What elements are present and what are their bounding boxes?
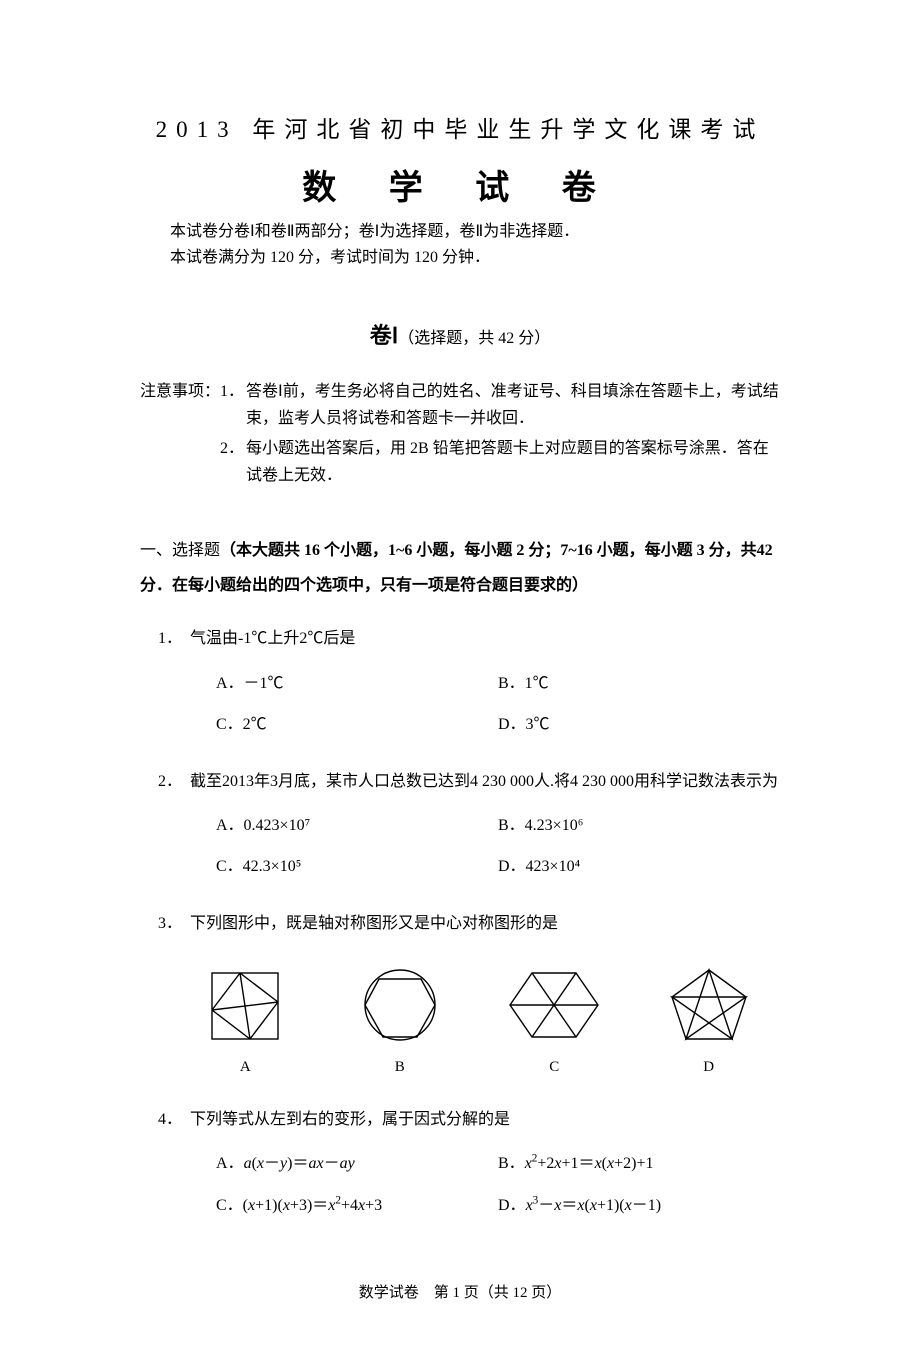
- q3-figure-row: A B: [180, 965, 774, 1084]
- q1-options: A．－1℃ B．1℃ C．2℃ D．3℃: [216, 663, 780, 746]
- question-4: 4． 下列等式从左到右的变形，属于因式分解的是 A．a(x－y)＝ax－ay B…: [158, 1102, 780, 1226]
- q1-num: 1．: [158, 621, 190, 656]
- q3-figure-a: A: [180, 965, 311, 1084]
- q4-num: 4．: [158, 1102, 190, 1137]
- q3-text: 下列图形中，既是轴对称图形又是中心对称图形的是: [190, 906, 780, 941]
- page-footer: 数学试卷 第 1 页（共 12 页）: [140, 1281, 780, 1302]
- q3-figure-a-svg: [200, 965, 290, 1045]
- section-1-heading: 卷Ⅰ（选择题，共 42 分）: [140, 318, 780, 350]
- q1-opt-b: B．1℃: [498, 663, 780, 705]
- section-1-desc: 一、选择题（本大题共 16 个小题，1~6 小题，每小题 2 分；7~16 小题…: [140, 533, 780, 603]
- notes-item-2-num: 2．: [220, 435, 246, 489]
- question-2: 2． 截至2013年3月底，某市人口总数已达到4 230 000人.将4 230…: [158, 764, 780, 888]
- q3-figure-c: C: [489, 965, 620, 1084]
- q2-options: A．0.423×10⁷ B．4.23×10⁶ C．42.3×10⁵ D．423×…: [216, 805, 780, 888]
- q1-text: 气温由-1℃上升2℃后是: [190, 621, 780, 656]
- q4-opt-c: C．(x+1)(x+3)＝x2+4x+3: [216, 1185, 498, 1227]
- notes-item-2-text: 每小题选出答案后，用 2B 铅笔把答题卡上对应题目的答案标号涂黑．答在试卷上无效…: [246, 435, 780, 489]
- exam-page: 2013 年河北省初中毕业生升学文化课考试 数 学 试 卷 本试卷分卷Ⅰ和卷Ⅱ两…: [0, 0, 920, 1362]
- notes-body: 1． 答卷Ⅰ前，考生务必将自己的姓名、准考证号、科目填涂在答题卡上，考试结束，监…: [220, 378, 780, 491]
- intro-line-1: 本试卷分卷Ⅰ和卷Ⅱ两部分；卷Ⅰ为选择题，卷Ⅱ为非选择题．: [170, 219, 780, 245]
- notes-item-1-text: 答卷Ⅰ前，考生务必将自己的姓名、准考证号、科目填涂在答题卡上，考试结束，监考人员…: [246, 378, 780, 432]
- q3-figure-d: D: [643, 965, 774, 1084]
- q2-text: 截至2013年3月底，某市人口总数已达到4 230 000人.将4 230 00…: [190, 764, 780, 799]
- question-1: 1． 气温由-1℃上升2℃后是 A．－1℃ B．1℃ C．2℃ D．3℃: [158, 621, 780, 745]
- q2-opt-d: D．423×10⁴: [498, 846, 780, 888]
- section-1-desc-lead: 一、选择题: [140, 542, 220, 559]
- notes-item-1-num: 1．: [220, 378, 246, 432]
- q1-opt-d: D．3℃: [498, 704, 780, 746]
- section-1-heading-bold: 卷Ⅰ: [370, 323, 399, 348]
- question-3: 3． 下列图形中，既是轴对称图形又是中心对称图形的是 A: [158, 906, 780, 1084]
- notes-label: 注意事项：: [140, 378, 220, 491]
- q4-text: 下列等式从左到右的变形，属于因式分解的是: [190, 1102, 780, 1137]
- q4-opt-d: D．x3－x＝x(x+1)(x－1): [498, 1185, 780, 1227]
- section-1-desc-bold: （本大题共 16 个小题，1~6 小题，每小题 2 分；7~16 小题，每小题 …: [140, 542, 773, 594]
- q4-opt-b: B．x2+2x+1＝x(x+2)+1: [498, 1143, 780, 1185]
- q4-opt-a: A．a(x－y)＝ax－ay: [216, 1143, 498, 1185]
- intro-line-2: 本试卷满分为 120 分，考试时间为 120 分钟．: [170, 245, 780, 271]
- q1-opt-c: C．2℃: [216, 704, 498, 746]
- q3-label-b: B: [334, 1051, 465, 1084]
- q3-figure-b: B: [334, 965, 465, 1084]
- q4-options: A．a(x－y)＝ax－ay B．x2+2x+1＝x(x+2)+1 C．(x+1…: [216, 1143, 780, 1226]
- notes-item-2: 2． 每小题选出答案后，用 2B 铅笔把答题卡上对应题目的答案标号涂黑．答在试卷…: [220, 435, 780, 489]
- notes-block: 注意事项： 1． 答卷Ⅰ前，考生务必将自己的姓名、准考证号、科目填涂在答题卡上，…: [140, 378, 780, 491]
- exam-intro: 本试卷分卷Ⅰ和卷Ⅱ两部分；卷Ⅰ为选择题，卷Ⅱ为非选择题． 本试卷满分为 120 …: [170, 219, 780, 270]
- q3-label-d: D: [643, 1051, 774, 1084]
- q3-label-a: A: [180, 1051, 311, 1084]
- section-1-heading-rest: （选择题，共 42 分）: [398, 330, 550, 347]
- q3-figure-d-svg: [664, 965, 754, 1045]
- q3-figure-b-svg: [355, 965, 445, 1045]
- q2-num: 2．: [158, 764, 190, 799]
- notes-item-1: 1． 答卷Ⅰ前，考生务必将自己的姓名、准考证号、科目填涂在答题卡上，考试结束，监…: [220, 378, 780, 432]
- exam-supertitle: 2013 年河北省初中毕业生升学文化课考试: [140, 110, 780, 144]
- q2-opt-c: C．42.3×10⁵: [216, 846, 498, 888]
- q2-opt-b: B．4.23×10⁶: [498, 805, 780, 847]
- q3-label-c: C: [489, 1051, 620, 1084]
- q3-num: 3．: [158, 906, 190, 941]
- q2-opt-a: A．0.423×10⁷: [216, 805, 498, 847]
- exam-title: 数 学 试 卷: [140, 160, 780, 209]
- q1-opt-a: A．－1℃: [216, 663, 498, 705]
- q3-figure-c-svg: [504, 965, 604, 1045]
